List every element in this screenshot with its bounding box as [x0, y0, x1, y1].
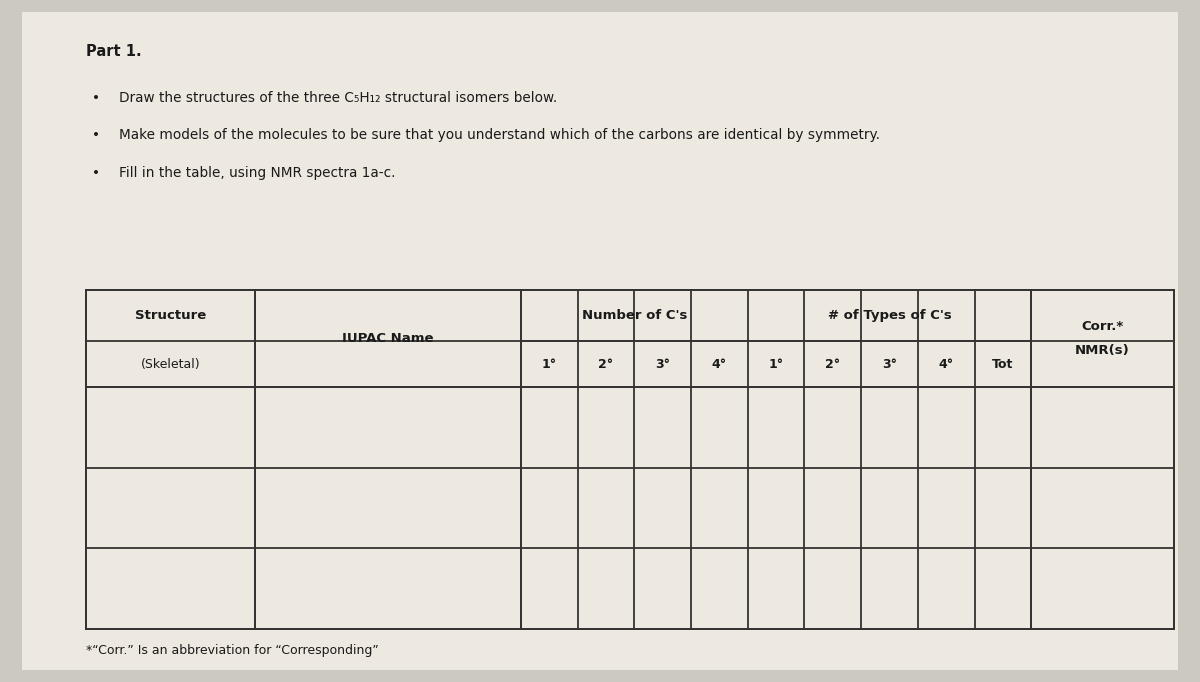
Text: (Skeletal): (Skeletal) — [142, 357, 200, 371]
Text: •: • — [92, 128, 101, 143]
Text: Part 1.: Part 1. — [86, 44, 142, 59]
Bar — [631, 290, 638, 341]
Text: IUPAC Name: IUPAC Name — [342, 332, 434, 345]
Bar — [258, 341, 518, 387]
Text: 3°: 3° — [655, 357, 670, 371]
Text: Corr.*: Corr.* — [1081, 320, 1123, 333]
Bar — [89, 341, 253, 387]
Text: Make models of the molecules to be sure that you understand which of the carbons: Make models of the molecules to be sure … — [119, 128, 880, 143]
Text: Draw the structures of the three C₅H₁₂ structural isomers below.: Draw the structures of the three C₅H₁₂ s… — [119, 91, 557, 105]
Text: *“Corr.” Is an abbreviation for “Corresponding”: *“Corr.” Is an abbreviation for “Corresp… — [86, 644, 379, 657]
Text: Fill in the table, using NMR spectra 1a-c.: Fill in the table, using NMR spectra 1a-… — [119, 166, 395, 180]
Bar — [800, 290, 808, 341]
Text: # of Types of C's: # of Types of C's — [828, 309, 952, 322]
Text: •: • — [92, 166, 101, 180]
Text: Tot: Tot — [992, 357, 1014, 371]
Bar — [1033, 341, 1171, 387]
Bar — [574, 290, 581, 341]
Text: 1°: 1° — [541, 357, 557, 371]
Text: 2°: 2° — [599, 357, 613, 371]
Text: Number of C's: Number of C's — [582, 309, 686, 322]
Text: Structure: Structure — [136, 309, 206, 322]
Text: 3°: 3° — [882, 357, 896, 371]
Bar — [688, 290, 695, 341]
Text: 4°: 4° — [712, 357, 727, 371]
Bar — [858, 290, 865, 341]
Bar — [914, 290, 922, 341]
Text: 1°: 1° — [768, 357, 784, 371]
Text: •: • — [92, 91, 101, 105]
Text: 4°: 4° — [938, 357, 954, 371]
Text: 2°: 2° — [826, 357, 840, 371]
Bar — [971, 290, 978, 341]
Text: NMR(s): NMR(s) — [1075, 344, 1130, 357]
